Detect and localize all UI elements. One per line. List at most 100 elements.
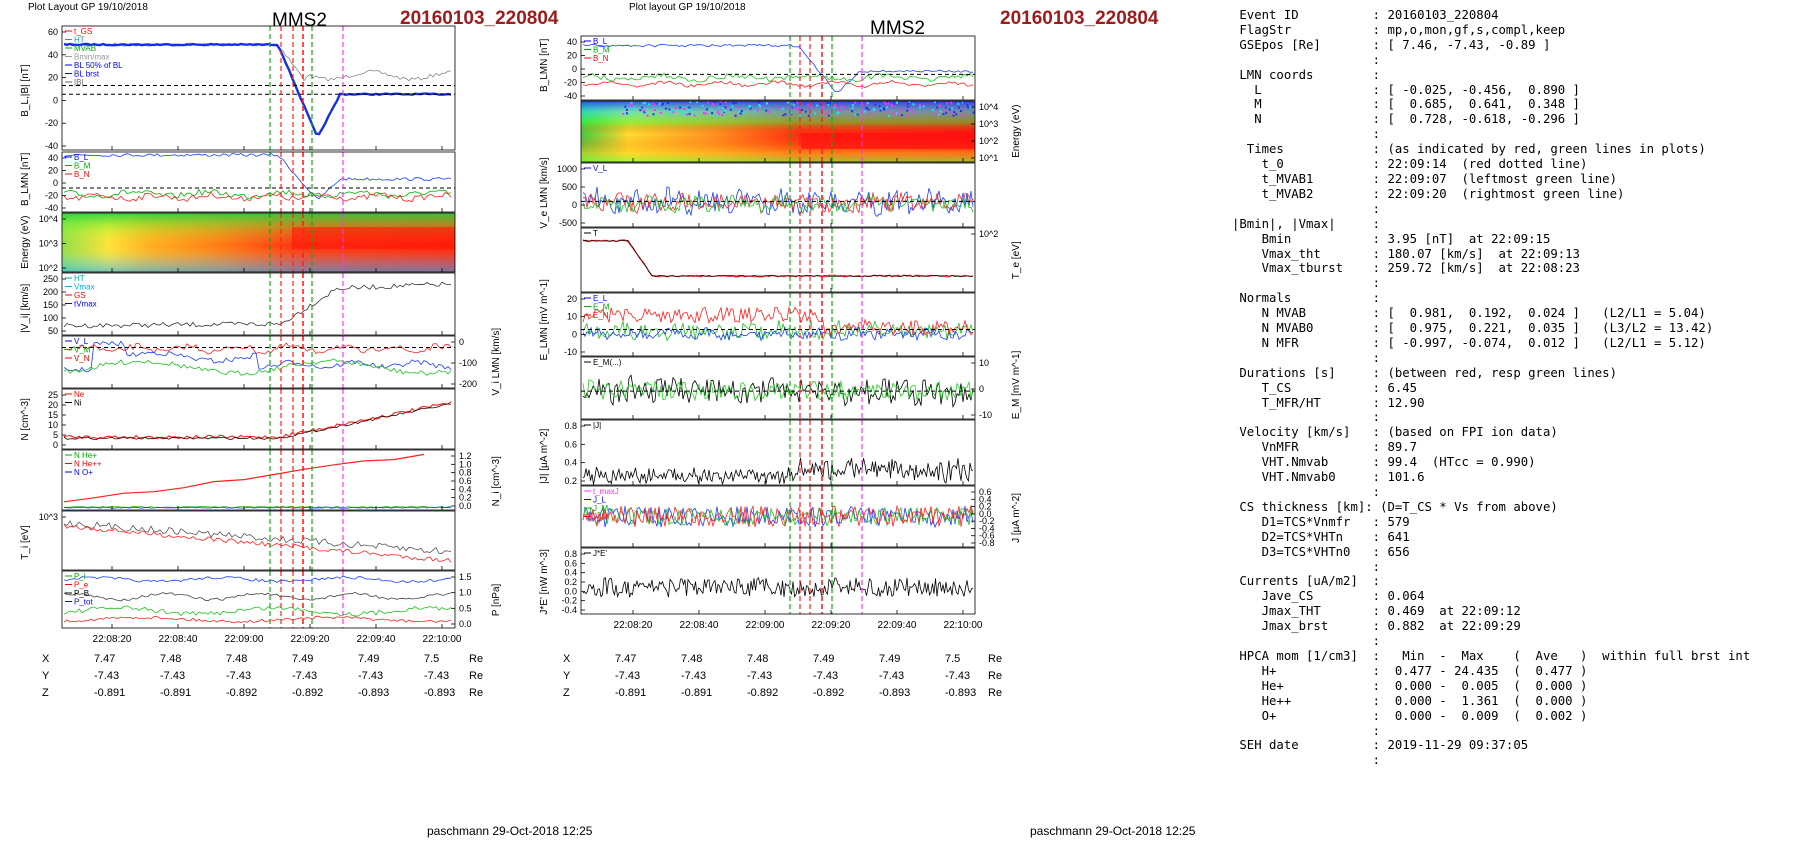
right-spectrogram-noise	[630, 105, 633, 108]
right-spectrogram-noise	[652, 113, 655, 116]
right-spectrogram-noise	[957, 106, 960, 109]
left-y-tick: -20	[45, 191, 58, 201]
left-legend-label: P_B	[74, 589, 89, 598]
eph-value: -0.891	[681, 687, 713, 699]
right-legend-label: |J|	[593, 421, 601, 430]
eph-value: -7.43	[226, 670, 252, 682]
right-spectrogram-noise	[834, 105, 837, 108]
right-spectrogram-noise	[724, 106, 727, 109]
left-y-label: T_i [eV]	[20, 525, 31, 560]
right-panel-frame	[580, 227, 976, 293]
right-spectrogram-noise	[909, 108, 912, 111]
right-spectrogram-noise	[664, 107, 667, 110]
eph-value: 7.49	[813, 653, 835, 665]
left-legend-label: Ne	[74, 390, 85, 399]
right-panel-q9: 0.80.60.40.20.0-0.2-0.4 J*E' [nW m^-3] J*E…	[539, 547, 976, 615]
right-spectrogram-noise	[843, 106, 846, 109]
eph-value: -7.43	[747, 670, 773, 682]
left-y-tick: 0.8	[459, 468, 472, 478]
eph-value: -0.892	[292, 687, 324, 699]
right-spectrogram-noise	[851, 110, 854, 113]
right-spectrogram-noise	[643, 111, 646, 114]
right-y-tick: 40	[567, 37, 577, 47]
right-time-tick: 22:08:20	[614, 620, 653, 631]
right-spectrogram-noise	[824, 112, 827, 115]
right-spectrogram-noise	[931, 108, 934, 111]
right-spectrogram-noise	[912, 103, 915, 106]
right-spectrogram-noise	[688, 112, 691, 115]
right-spectrogram-noise	[653, 108, 656, 111]
right-spectrogram-noise	[950, 107, 953, 110]
left-panel-frame	[61, 25, 456, 151]
right-y-tick: 20	[567, 294, 577, 304]
right-spectrogram-noise	[955, 113, 958, 116]
right-spectrogram-noise	[945, 111, 948, 114]
right-spectrogram-noise	[732, 102, 735, 105]
right-spectrogram-noise	[885, 103, 888, 106]
right-spectrogram-noise	[939, 104, 942, 107]
right-spectrogram-noise	[781, 107, 784, 110]
eph-value: -0.891	[94, 687, 126, 699]
right-y-tick: -0.4	[561, 605, 577, 615]
left-footer: paschmann 29-Oct-2018 12:25	[427, 824, 593, 838]
left-y-tick: 0	[53, 440, 58, 450]
right-spectrogram-noise	[887, 110, 890, 113]
right-spectrogram-noise	[969, 105, 972, 108]
right-spectrogram-noise	[701, 104, 704, 107]
right-spectrogram-noise	[718, 108, 721, 111]
eph-value: 7.49	[292, 653, 314, 665]
eph-value: -7.43	[160, 670, 186, 682]
right-spectrogram-noise	[693, 114, 696, 117]
right-spectrogram-noise	[702, 112, 705, 115]
right-spectrogram-noise	[962, 114, 965, 117]
right-spectrogram-noise	[625, 108, 628, 111]
right-curve-q5-2	[582, 305, 974, 337]
right-panel-frame	[580, 100, 976, 163]
right-spectrogram-noise	[937, 113, 940, 116]
right-legend-label: t_maxJ	[593, 487, 619, 496]
right-time-tick: 22:10:00	[944, 620, 983, 631]
right-spectrogram-noise	[786, 101, 789, 104]
right-spectrogram-noise	[854, 113, 857, 116]
right-spectrogram-noise	[867, 108, 870, 111]
right-legend-label: E_M	[593, 303, 610, 312]
left-y-tick: -100	[459, 358, 477, 368]
left-panel-frame	[61, 212, 456, 273]
left-curve-p2-0	[63, 153, 452, 200]
right-y-tick: 0.2	[564, 476, 577, 486]
right-curve-q4-1	[582, 239, 973, 278]
right-y-tick: 10	[567, 312, 577, 322]
right-spectrogram-noise	[691, 109, 694, 112]
left-time-tick: 22:09:20	[291, 634, 330, 645]
right-spectrogram-noise	[851, 106, 854, 109]
right-spectrogram-noise	[906, 105, 909, 108]
right-spectrogram-noise	[784, 113, 787, 116]
right-spectrogram-noise	[790, 113, 793, 116]
right-spectrogram-noise	[897, 112, 900, 115]
right-spectrogram-noise	[890, 104, 893, 107]
right-spectrogram-noise	[731, 105, 734, 108]
left-legend-label: V_N	[74, 354, 90, 363]
right-spectrogram-noise	[946, 102, 949, 105]
right-y-tick: 0	[572, 329, 577, 339]
right-spectrogram-noise	[900, 114, 903, 117]
right-y-tick: -500	[559, 218, 577, 228]
right-spectrogram-noise	[778, 106, 781, 109]
right-spectrogram-noise	[688, 106, 691, 109]
right-y-tick: 0	[572, 200, 577, 210]
right-spectrogram-noise	[918, 104, 921, 107]
eph-value: 7.48	[681, 653, 703, 665]
right-spectrogram-noise	[804, 110, 807, 113]
right-spectrogram-noise	[919, 106, 922, 109]
left-legend-label: Vmax	[74, 283, 94, 292]
right-spectrogram-noise	[629, 103, 632, 106]
left-panel-p7: 1.21.00.80.60.40.20.0 N_i [cm^-3] N He+N H…	[61, 449, 502, 511]
right-spectrogram-noise	[670, 113, 673, 116]
right-y-tick: 10	[979, 358, 989, 368]
left-y-tick: 20	[48, 73, 58, 83]
eph-value: 7.49	[879, 653, 901, 665]
left-curve-p5-2	[63, 358, 452, 376]
right-spectrogram-noise	[710, 108, 713, 111]
right-spectrogram-noise	[942, 113, 945, 116]
